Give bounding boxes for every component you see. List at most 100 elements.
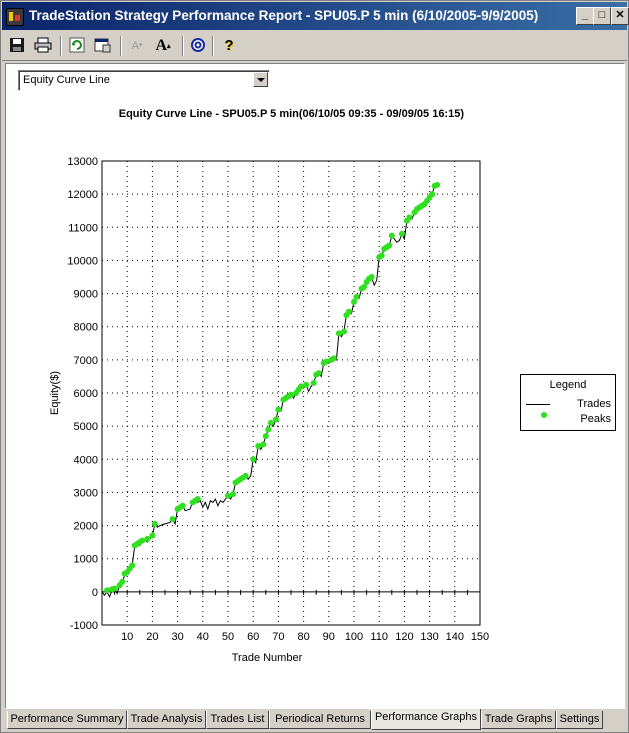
y-tick-label: 12000	[67, 189, 98, 201]
legend-trades-swatch	[526, 404, 550, 405]
x-tick-label: 130	[420, 631, 438, 643]
peak-point	[169, 515, 176, 522]
chart-title: Equity Curve Line - SPU05.P 5 min(06/10/…	[118, 108, 464, 120]
x-tick-label: 70	[272, 631, 284, 643]
x-tick-label: 10	[121, 631, 133, 643]
font-increase-icon[interactable]: A▴	[155, 37, 171, 54]
peak-point	[194, 496, 201, 503]
tab-trades-list[interactable]: Trades List	[206, 711, 269, 729]
y-tick-label: 6000	[74, 388, 98, 400]
peak-point	[267, 419, 274, 426]
peak-point	[398, 230, 405, 237]
tab-trade-analysis[interactable]: Trade Analysis	[127, 711, 206, 729]
peak-point	[368, 274, 375, 280]
peak-point	[310, 380, 317, 387]
legend-trades-label: Trades	[577, 398, 611, 410]
save-icon[interactable]	[8, 37, 26, 55]
peak-point	[149, 532, 156, 539]
tab-settings[interactable]: Settings	[556, 711, 603, 729]
peak-point	[260, 441, 267, 448]
tab-performance-summary[interactable]: Performance Summary	[7, 711, 127, 729]
y-tick-label: 9000	[74, 289, 98, 301]
peak-point	[298, 383, 305, 390]
x-tick-label: 50	[222, 631, 234, 643]
tab-trade-graphs[interactable]: Trade Graphs	[481, 711, 556, 729]
peak-point	[139, 537, 146, 544]
peak-point	[345, 308, 352, 315]
peak-point	[179, 502, 186, 509]
toolbar: A▾ A▴ ?	[2, 32, 627, 61]
x-tick-label: 60	[247, 631, 259, 643]
x-tick-label: 150	[471, 631, 489, 643]
title-bar[interactable]: TradeStation Strategy Performance Report…	[2, 2, 629, 30]
peak-point	[265, 426, 272, 433]
y-tick-label: -1000	[70, 620, 98, 632]
peak-point	[303, 381, 310, 388]
y-tick-label: 0	[92, 587, 98, 599]
y-tick-label: 8000	[74, 322, 98, 334]
print-icon[interactable]	[34, 37, 52, 55]
y-tick-label: 13000	[67, 156, 98, 168]
peak-point	[272, 416, 279, 423]
peak-point	[340, 328, 347, 335]
tab-performance-graphs[interactable]: Performance Graphs	[371, 709, 481, 730]
y-tick-label: 4000	[74, 454, 98, 466]
peak-point	[429, 191, 436, 198]
x-tick-label: 40	[197, 631, 209, 643]
y-tick-label: 5000	[74, 421, 98, 433]
x-tick-label: 20	[146, 631, 158, 643]
target-icon[interactable]	[189, 37, 207, 55]
plot-frame	[101, 160, 481, 626]
toolbar-separator	[60, 36, 62, 56]
peak-point	[351, 298, 357, 305]
chart-legend: Legend Trades Peaks	[520, 374, 616, 431]
peak-point	[225, 492, 231, 499]
peak-point	[406, 214, 413, 221]
peak-point	[353, 293, 360, 300]
peak-point	[250, 456, 257, 463]
y-tick-label: 7000	[74, 355, 98, 367]
peak-point	[386, 242, 393, 249]
x-tick-label: 100	[345, 631, 363, 643]
toolbar-separator	[182, 36, 184, 56]
peak-point	[111, 585, 118, 592]
peak-point	[361, 283, 368, 290]
properties-icon[interactable]	[94, 37, 112, 55]
chevron-down-icon[interactable]	[253, 72, 268, 87]
toolbar-separator	[120, 36, 122, 56]
tab-periodical-returns[interactable]: Periodical Returns	[269, 711, 371, 729]
peak-point	[434, 181, 441, 188]
peak-point	[288, 391, 294, 398]
minimize-button[interactable]: _	[576, 7, 594, 25]
peak-point	[315, 370, 322, 377]
toolbar-separator	[212, 36, 214, 56]
y-tick-label: 2000	[74, 521, 98, 533]
y-axis-label: Equity($)	[49, 371, 61, 415]
x-tick-label: 90	[323, 631, 335, 643]
peak-point	[255, 443, 262, 450]
app-icon	[6, 8, 24, 26]
maximize-button[interactable]: □	[593, 7, 611, 25]
peak-point	[230, 491, 237, 498]
report-content: Equity Curve Line Equity Curve Line - SP…	[5, 63, 625, 709]
x-axis-label: Trade Number	[232, 652, 303, 664]
refresh-icon[interactable]	[68, 37, 86, 55]
peak-point	[144, 535, 151, 542]
font-decrease-icon[interactable]: A▾	[131, 40, 143, 52]
peak-point	[242, 472, 249, 479]
legend-peaks-label: Peaks	[580, 413, 611, 425]
peak-point	[388, 232, 395, 239]
close-button[interactable]: ✕	[611, 7, 629, 25]
x-tick-label: 140	[446, 631, 464, 643]
peak-point	[275, 406, 282, 413]
window-title: TradeStation Strategy Performance Report…	[29, 8, 539, 23]
help-icon[interactable]: ?	[224, 37, 234, 54]
peak-point	[330, 355, 337, 362]
graph-type-value: Equity Curve Line	[23, 74, 110, 86]
peak-point	[262, 433, 269, 440]
graph-type-dropdown[interactable]: Equity Curve Line	[18, 70, 270, 91]
peak-point	[119, 578, 126, 585]
peak-point	[378, 252, 385, 259]
legend-peaks-swatch	[541, 412, 547, 418]
